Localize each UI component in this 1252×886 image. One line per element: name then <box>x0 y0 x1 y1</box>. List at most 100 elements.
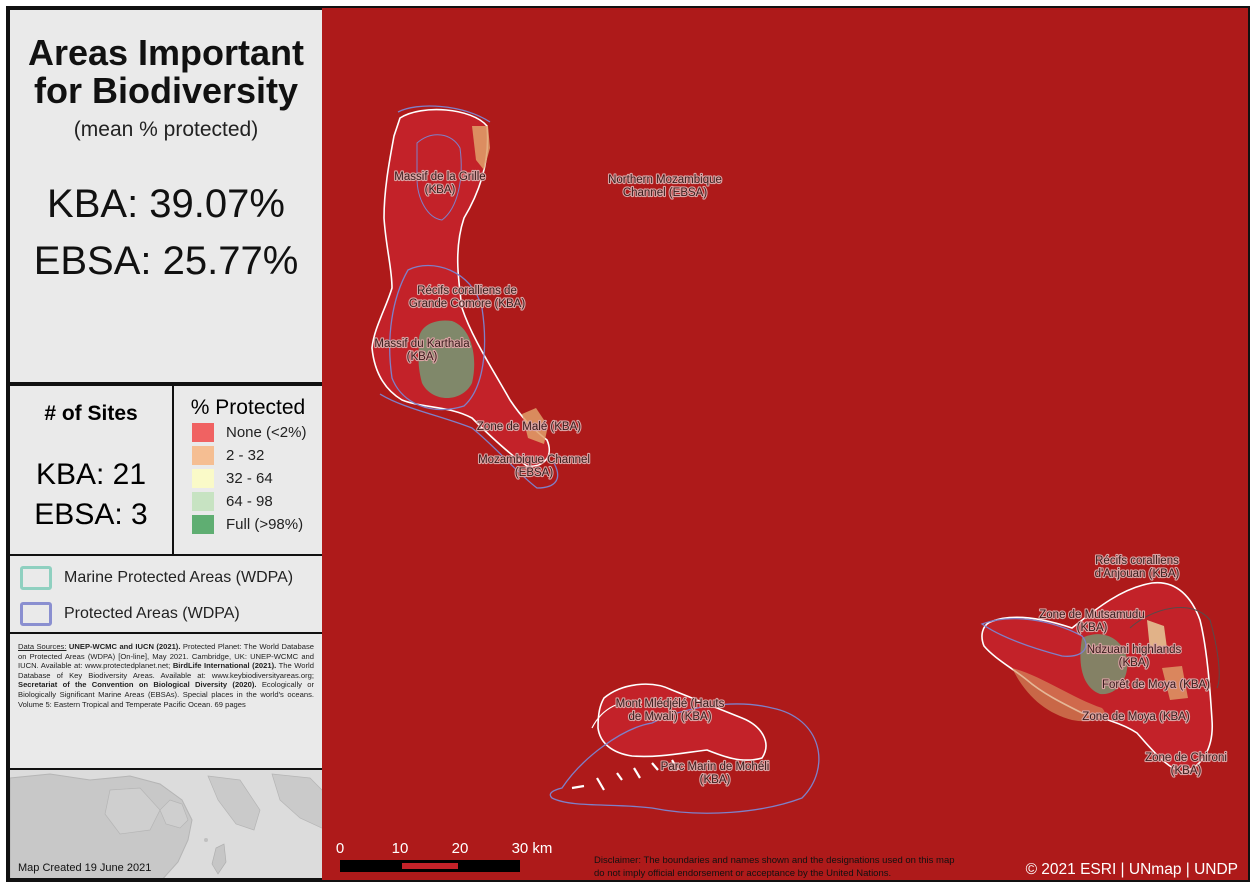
label-recifs-grande-comore-type: Grande Comore (KBA) <box>409 298 525 310</box>
map-svg[interactable]: Massif de la Grille Massif de la Grille … <box>322 8 1248 880</box>
disclaimer-line-2: do not imply official endorsement or acc… <box>594 868 891 879</box>
svg-text:(KBA): (KBA) <box>407 351 438 363</box>
sites-panel: # of Sites KBA: 21 EBSA: 3 <box>8 384 174 556</box>
inset-locator-map: Map Created 19 June 2021 <box>8 768 324 880</box>
title-panel: Areas Important for Biodiversity (mean %… <box>8 8 324 384</box>
svg-text:Ndzuani highlands: Ndzuani highlands <box>1087 644 1182 656</box>
scale-tick-20: 20 <box>452 840 469 857</box>
legend-swatch <box>192 492 214 511</box>
pa-legend-item: Marine Protected Areas (WDPA) <box>20 560 322 596</box>
svg-text:(KBA): (KBA) <box>1171 765 1202 777</box>
label-recifs-anjouan: Récifs coralliens <box>1095 555 1179 567</box>
legend-title: % Protected <box>190 396 306 419</box>
label-recifs-anjouan-type: d'Anjouan (KBA) <box>1095 568 1180 580</box>
pa-label: Protected Areas (WDPA) <box>64 605 240 622</box>
scale-tick-30: 30 km <box>512 840 553 857</box>
sources-bold: UNEP-WCMC and IUCN (2021). <box>68 642 181 651</box>
svg-text:Northern Mozambique: Northern Mozambique <box>608 174 722 186</box>
map-frame <box>6 6 1250 882</box>
legend-item: 64 - 98 <box>192 491 322 512</box>
svg-text:(KBA): (KBA) <box>425 184 456 196</box>
grande-comore-island <box>371 105 559 489</box>
marine-pa-swatch <box>20 566 52 590</box>
label-zone-chironi: Zone de Chironi <box>1145 752 1227 764</box>
label-zone-moya: Zone de Moya (KBA) <box>1082 711 1190 723</box>
protection-legend: % Protected None (<2%) 2 - 32 32 - 64 64… <box>172 384 324 556</box>
disclaimer-line-1: Disclaimer: The boundaries and names sho… <box>594 855 955 866</box>
label-massif-grille: Massif de la Grille <box>394 171 485 183</box>
svg-text:Zone de Malé (KBA): Zone de Malé (KBA) <box>477 421 581 433</box>
scale-tick-0: 0 <box>336 840 344 857</box>
label-massif-karthala-type: (KBA) <box>407 351 438 363</box>
map-subtitle: (mean % protected) <box>73 118 259 141</box>
legend-label: Full (>98%) <box>226 516 304 533</box>
map-created-date: Map Created 19 June 2021 <box>18 862 152 874</box>
svg-text:Zone de Moya (KBA): Zone de Moya (KBA) <box>1082 711 1190 723</box>
svg-text:d'Anjouan (KBA): d'Anjouan (KBA) <box>1095 568 1180 580</box>
map-title: Areas Important for Biodiversity <box>27 32 305 111</box>
label-northern-mozambique-type: Channel (EBSA) <box>623 187 708 199</box>
pa-legend-item: Protected Areas (WDPA) <box>20 596 322 632</box>
label-mont-mledjele-type: de Mwali) (KBA) <box>628 711 711 723</box>
legend-item: 2 - 32 <box>192 445 322 466</box>
moheli-island <box>549 683 820 814</box>
scale-bar: 0 10 20 30 km <box>336 840 553 872</box>
label-zone-male: Zone de Malé (KBA) <box>477 421 581 433</box>
sites-title: # of Sites <box>44 402 138 425</box>
kba-percent: KBA: 39.07% <box>47 182 285 226</box>
label-ndzuani-highlands-type: (KBA) <box>1119 657 1150 669</box>
label-parc-marin-moheli: Parc Marin de Mohéli <box>661 761 770 773</box>
svg-text:Massif du Karthala: Massif du Karthala <box>374 338 470 350</box>
sources-text: Ecologically or Biologically Significant… <box>18 680 314 709</box>
legend-swatch <box>192 423 214 442</box>
label-zone-chironi-type: (KBA) <box>1171 765 1202 777</box>
svg-text:(KBA): (KBA) <box>1077 622 1108 634</box>
svg-text:Zone de Chironi: Zone de Chironi <box>1145 752 1227 764</box>
svg-text:Zone de Mutsamudu: Zone de Mutsamudu <box>1039 609 1144 621</box>
label-recifs-grande-comore: Récifs coralliens de <box>417 285 517 297</box>
label-mozambique-channel-type: (EBSA) <box>515 467 554 479</box>
ebsa-percent: EBSA: 25.77% <box>33 239 299 283</box>
sources-label: Data Sources: <box>18 642 67 651</box>
legend-item: Full (>98%) <box>192 514 322 535</box>
svg-text:Mozambique Channel: Mozambique Channel <box>478 454 590 466</box>
svg-text:Grande Comore (KBA): Grande Comore (KBA) <box>409 298 525 310</box>
svg-text:(EBSA): (EBSA) <box>515 467 554 479</box>
legend-item: 32 - 64 <box>192 468 322 489</box>
legend-label: None (<2%) <box>226 424 307 441</box>
svg-text:Récifs coralliens de: Récifs coralliens de <box>417 285 517 297</box>
sites-kba: KBA: 21 <box>35 458 147 491</box>
legend-label: 64 - 98 <box>226 493 273 510</box>
sites-ebsa: EBSA: 3 <box>34 498 148 531</box>
sources-text: Protected Planet: The World Database on … <box>18 642 314 671</box>
svg-text:Massif de la Grille: Massif de la Grille <box>394 171 485 183</box>
legend-swatch <box>192 469 214 488</box>
label-mozambique-channel: Mozambique Channel <box>478 454 590 466</box>
svg-text:de Mwali) (KBA): de Mwali) (KBA) <box>628 711 711 723</box>
svg-text:Récifs coralliens: Récifs coralliens <box>1095 555 1179 567</box>
scale-tick-10: 10 <box>392 840 409 857</box>
svg-text:(KBA): (KBA) <box>700 774 731 786</box>
legend-label: 2 - 32 <box>226 447 265 464</box>
data-sources: Data Sources: UNEP-WCMC and IUCN (2021).… <box>8 632 324 770</box>
africa-inset-map <box>10 770 322 878</box>
label-ndzuani-highlands: Ndzuani highlands <box>1087 644 1182 656</box>
svg-text:(KBA): (KBA) <box>1119 657 1150 669</box>
label-northern-mozambique: Northern Mozambique <box>608 174 722 186</box>
map-credit: © 2021 ESRI | UNmap | UNDP <box>1026 861 1238 878</box>
label-zone-mutsamudu: Zone de Mutsamudu <box>1039 609 1144 621</box>
svg-text:Parc Marin de Mohéli: Parc Marin de Mohéli <box>661 761 770 773</box>
pa-swatch <box>20 602 52 626</box>
label-massif-karthala: Massif du Karthala <box>374 338 470 350</box>
map-canvas[interactable]: Massif de la Grille Massif de la Grille … <box>322 8 1248 880</box>
protected-areas-legend: Marine Protected Areas (WDPA) Protected … <box>8 554 324 634</box>
label-mont-mledjele: Mont Mlédjélé (Hauts <box>616 698 725 710</box>
legend-item: None (<2%) <box>192 422 322 443</box>
label-zone-mutsamudu-type: (KBA) <box>1077 622 1108 634</box>
label-parc-marin-moheli-type: (KBA) <box>700 774 731 786</box>
svg-text:Mont Mlédjélé (Hauts: Mont Mlédjélé (Hauts <box>616 698 725 710</box>
sources-text: The World Database of Key Biodiversity A… <box>18 661 314 680</box>
legend-swatch <box>192 446 214 465</box>
marine-pa-label: Marine Protected Areas (WDPA) <box>64 569 294 586</box>
svg-text:Forêt de Moya (KBA): Forêt de Moya (KBA) <box>1102 679 1210 691</box>
